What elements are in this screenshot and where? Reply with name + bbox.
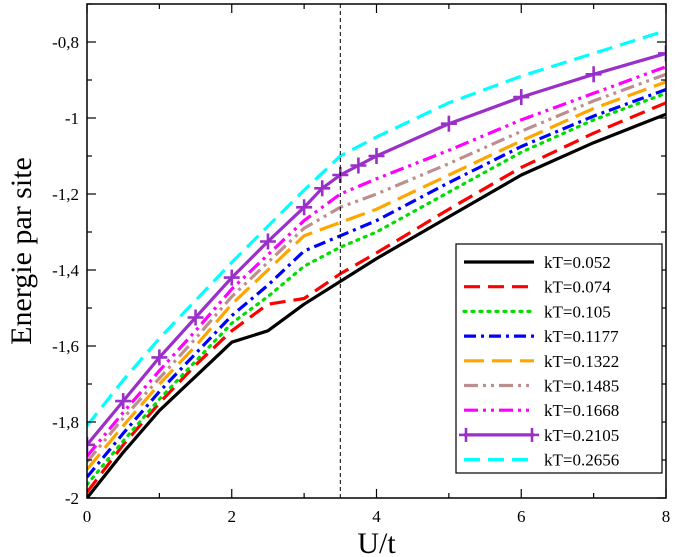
- x-tick-label: 2: [228, 507, 237, 526]
- y-axis-label: Energie par site: [5, 157, 38, 345]
- series-line-4: [87, 87, 666, 479]
- y-tick-label: -2: [65, 489, 79, 508]
- ticks-layer: 0 2 4 6 8 -2 -1,8 -1,6 -1,4 -1,2 -1 -0,8: [52, 3, 671, 526]
- y-tick-label: -1,4: [52, 261, 79, 280]
- data-point-marker: [115, 393, 132, 410]
- legend-entry: kT=0.074: [464, 278, 611, 297]
- data-point-marker: [350, 157, 367, 174]
- data-point-marker: [187, 309, 204, 326]
- data-point-marker: [296, 199, 313, 216]
- data-point-marker: [513, 89, 530, 106]
- x-axis-label: U/t: [357, 527, 396, 557]
- y-tick-label: -1,8: [52, 413, 79, 432]
- data-point-marker: [151, 349, 168, 366]
- data-point-marker: [314, 180, 331, 197]
- data-point-marker: [259, 233, 276, 250]
- series-line-2: [87, 101, 666, 494]
- legend-label: kT=0.1668: [544, 401, 619, 420]
- series-line-1: [87, 112, 666, 498]
- legend-entry: kT=0.2656: [464, 451, 619, 470]
- legend-entry: kT=0.105: [462, 302, 611, 321]
- legend-label: kT=0.105: [544, 302, 611, 321]
- legend-label: kT=0.052: [544, 253, 611, 272]
- legend-entry: kT=0.1177: [464, 327, 619, 346]
- data-point-marker: [440, 115, 457, 132]
- y-tick-label: -0,8: [52, 33, 79, 52]
- legend-label: kT=0.074: [544, 278, 611, 297]
- legend-entry: kT=0.1322: [464, 352, 619, 371]
- data-point-marker: [87, 436, 95, 453]
- x-tick-label: 8: [662, 507, 671, 526]
- legend-entry: kT=0.052: [464, 253, 611, 272]
- data-point-marker: [223, 269, 240, 286]
- series-line-3: [87, 91, 666, 487]
- legend-entry: kT=0.1485: [464, 377, 619, 396]
- legend: kT=0.052 kT=0.074 kT=0.105 kT=0.1177 kT=0.13…: [455, 243, 663, 474]
- series-line-6: [87, 72, 666, 463]
- series-line-7: [87, 65, 666, 458]
- series-line-5: [87, 80, 666, 471]
- series-layer: [87, 29, 666, 498]
- legend-label: kT=0.2656: [544, 451, 619, 470]
- x-tick-label: 0: [83, 507, 92, 526]
- legend-label: kT=0.1177: [544, 327, 619, 346]
- y-tick-label: -1: [65, 109, 79, 128]
- data-point-marker: [658, 45, 666, 62]
- data-point-marker: [368, 148, 385, 164]
- series-line-9: [87, 29, 666, 427]
- legend-entry: kT=0.2105: [459, 426, 619, 445]
- legend-label: kT=0.2105: [544, 426, 619, 445]
- legend-label: kT=0.1485: [544, 377, 619, 396]
- legend-entry: kT=0.1668: [464, 401, 619, 420]
- legend-label: kT=0.1322: [544, 352, 619, 371]
- x-tick-label: 4: [372, 507, 381, 526]
- x-tick-label: 6: [517, 507, 526, 526]
- y-tick-label: -1,2: [52, 185, 79, 204]
- data-point-marker: [585, 66, 602, 83]
- y-tick-label: -1,6: [52, 337, 79, 356]
